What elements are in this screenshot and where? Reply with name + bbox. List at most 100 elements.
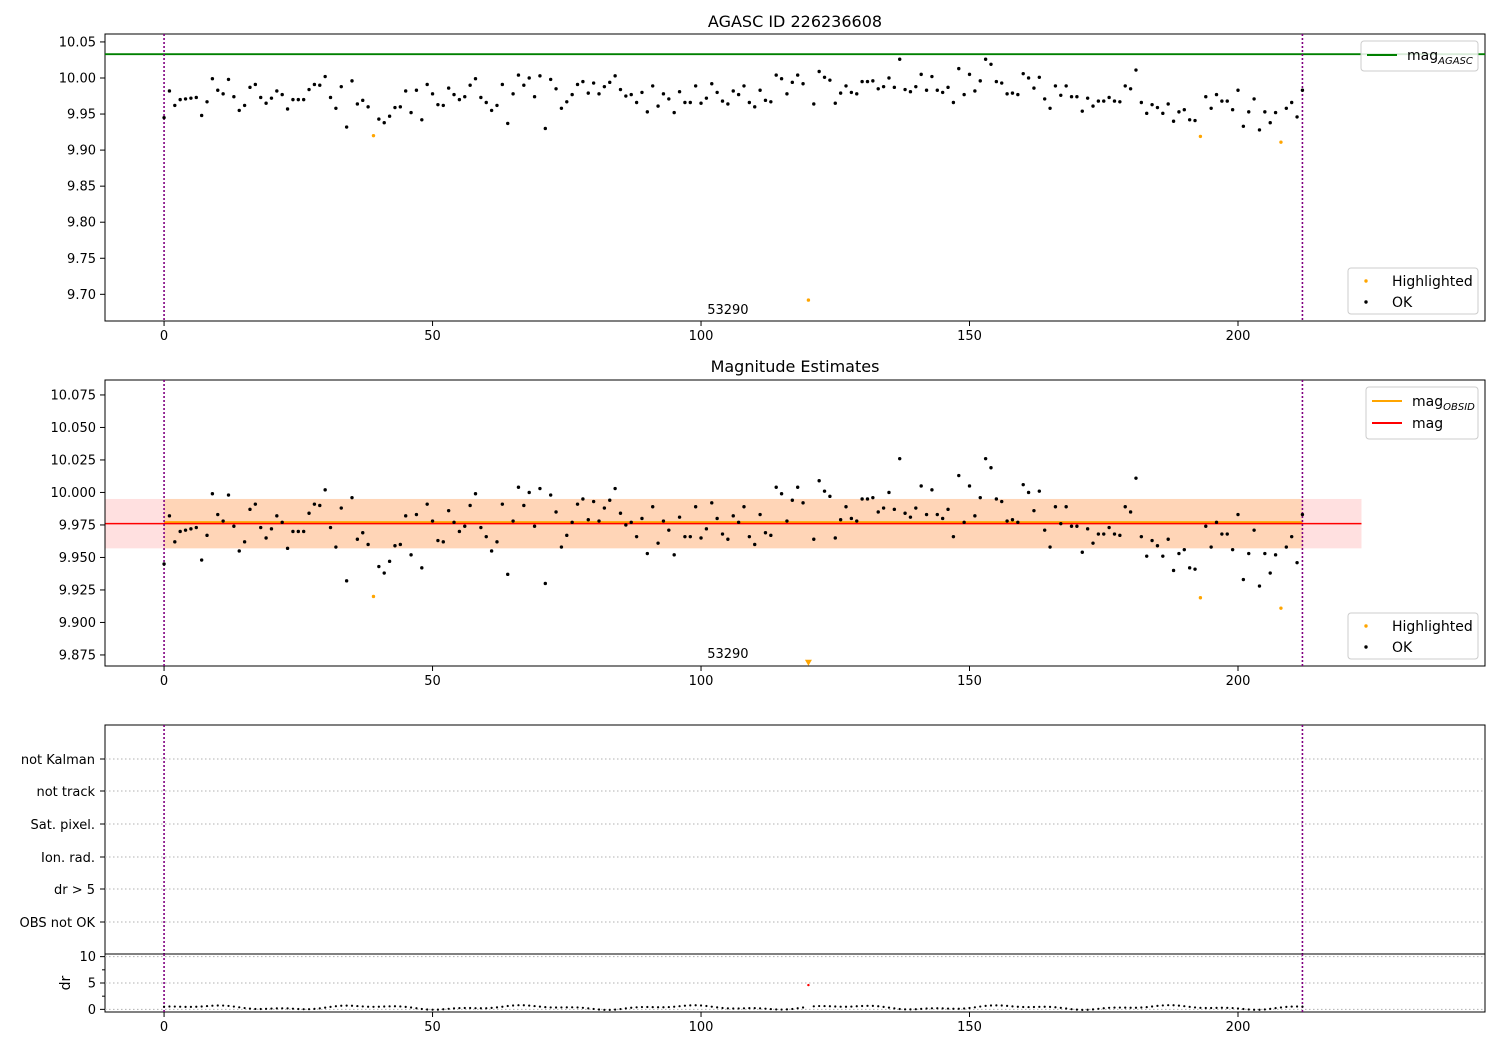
agasc-ok-point [1295,115,1299,119]
estimates-point-legend-box [1347,612,1479,660]
agasc-ok-point [1134,68,1138,72]
agasc-ok-point [881,84,886,89]
estimates-ok-point [822,489,827,493]
dr-point [828,1005,832,1008]
dr-point [238,1006,241,1009]
agasc-ok-point [269,96,274,100]
estimates-ok-point [484,534,488,539]
estimates-y-axis: 9.875 9.900 9.925 9.950 9.975 10.000 10.025 10.… [51,388,105,663]
estimates-ok-point [930,488,934,492]
estimates-ok-point [312,502,317,506]
dr-y-axis: 0 5 10 [79,950,1485,1018]
dr-point [388,1005,391,1008]
agasc-ok-point [377,117,381,121]
agasc-ok-point [285,107,290,111]
dr-point [662,1006,665,1009]
dr-point [646,1005,649,1009]
dr-point [538,1005,542,1008]
estimates-ok-point [387,559,392,564]
agasc-ok-point [1241,124,1246,129]
estimates-ok-point [1145,554,1149,558]
agasc-ok-point [226,77,231,82]
agasc-ok-point [548,77,553,82]
dr-x-tick-label: 150 [957,1020,982,1035]
agasc-y-tick-label: 9.95 [67,108,96,123]
agasc-ok-point [865,79,870,84]
dr-y-axis-label: dr [58,975,74,990]
dr-point [973,1006,976,1009]
dr-point [1016,1005,1019,1008]
estimates-ok-point [301,529,306,534]
dr-point [522,1004,525,1007]
agasc-ok-point [924,88,929,92]
estimates-ok-point [1085,527,1090,531]
agasc-ok-point [1263,110,1267,114]
dr-point [469,1006,472,1010]
dr-point [1274,1007,1277,1010]
dr-point [823,1004,826,1008]
estimates-ok-point [656,541,660,545]
dr-point [458,1006,461,1010]
estimates-ok-point [285,546,290,551]
agasc-ok-point [774,73,778,77]
agasc-ok-point [339,84,343,89]
estimates-ok-point [167,514,172,518]
agasc-ok-point [758,88,762,92]
dr-point [844,1005,848,1008]
dr-y-tick-label: 0 [88,1003,96,1018]
estimates-ok-point [935,512,939,517]
estimates-ok-point [1048,545,1052,549]
dr-point [635,1006,638,1009]
estimates-ok-point [688,534,692,539]
agasc-ok-point [887,76,891,80]
agasc-ok-point [731,89,735,93]
agasc-x-tick-label: 150 [957,329,982,344]
agasc-panel-title: AGASC ID 226236608 [708,12,882,31]
agasc-ok-point [753,105,757,109]
estimates-legend-label: Highlighted [1392,619,1473,635]
estimates-ok-point [1187,566,1192,570]
estimates-y-tick-label: 10.050 [51,421,97,436]
estimates-ok-point [1284,545,1289,549]
dr-point [350,1004,354,1007]
agasc-ok-point [849,90,854,95]
estimates-ok-point [178,529,182,534]
agasc-ok-point [790,80,795,85]
dr-point [436,1008,440,1011]
dr-point [1102,1007,1105,1010]
dr-point [812,1005,815,1008]
agasc-ok-point [173,103,177,108]
agasc-ok-point [205,100,209,104]
estimates-ok-point [414,512,419,517]
dr-point [1199,1006,1202,1009]
estimates-highlighted-point [1279,606,1283,610]
estimates-ok-point [1091,541,1095,545]
agasc-ok-point [946,85,950,90]
agasc-ok-point [473,77,478,81]
dr-point [716,1006,719,1009]
agasc-ok-point [1150,102,1154,107]
dr-point [399,1005,402,1008]
agasc-ok-point [344,125,349,129]
dr-point [383,1005,386,1008]
estimates-ok-point [989,466,993,470]
dr-point [689,1004,692,1007]
estimates-ok-point [543,581,548,586]
estimates-y-tick-label: 9.975 [59,518,96,533]
estimates-ok-point [355,537,360,541]
estimates-ok-point [731,514,735,518]
estimates-ok-point [994,497,999,501]
estimates-ok-point [795,485,800,489]
dr-point [581,1006,584,1009]
agasc-ok-point [645,110,650,114]
estimates-ok-point [1150,538,1154,543]
dr-point [1236,1007,1240,1010]
agasc-ok-point [264,101,268,105]
agasc-ok-point [618,87,623,92]
dr-point [560,1006,563,1009]
estimates-ok-point [801,501,805,505]
estimates-ok-point [425,502,429,506]
dr-x-axis: 0 50 100 150 200 [160,1012,1250,1035]
dr-point [1226,1006,1229,1009]
